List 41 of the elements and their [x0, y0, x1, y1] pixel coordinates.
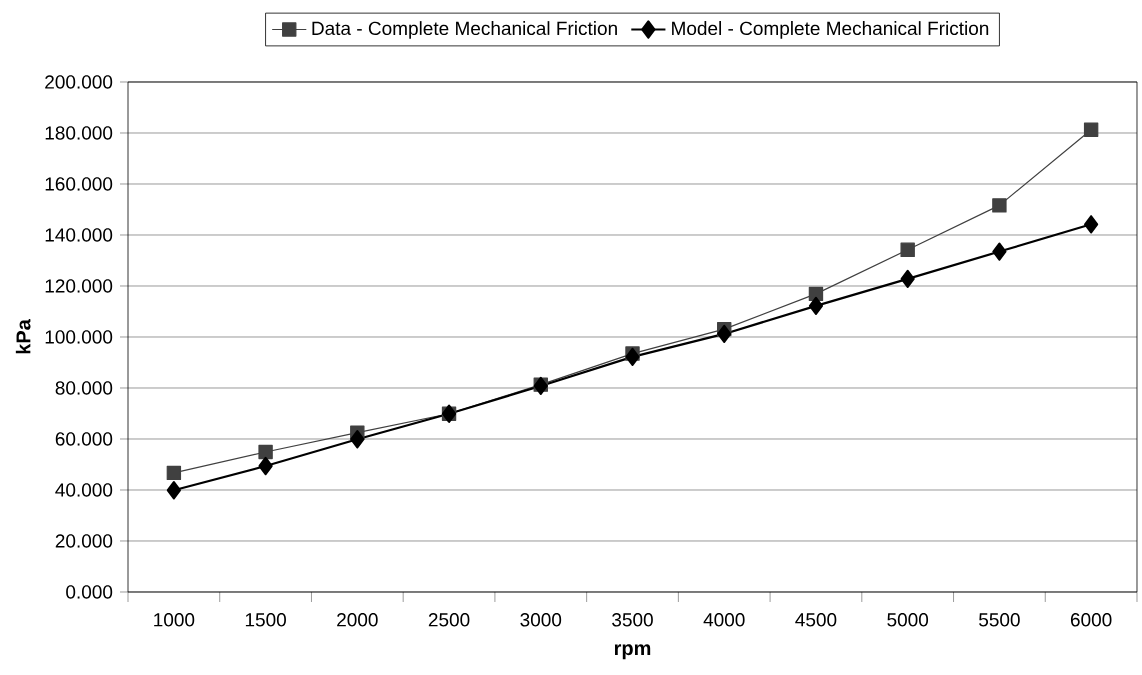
y-tick-label: 40.000 [55, 483, 113, 497]
x-tick-label: 6000 [1070, 613, 1112, 627]
x-tick-label: 4000 [703, 613, 745, 627]
point [625, 347, 640, 366]
x-tick-label: 5500 [979, 613, 1020, 627]
x-tick-label: 4500 [795, 613, 837, 627]
point [258, 456, 273, 476]
x-axis-title: rpm [614, 644, 651, 660]
y-tick-label: 80.000 [55, 381, 113, 395]
point [900, 242, 915, 257]
y-tick-label: 100.000 [45, 330, 113, 344]
point [1084, 215, 1099, 234]
y-tick-label: 60.000 [55, 432, 113, 446]
y-tick-label: 200.000 [45, 75, 113, 89]
point [166, 465, 182, 481]
point [900, 269, 915, 288]
point [533, 376, 548, 396]
point [350, 430, 365, 449]
x-tick-label: 3000 [520, 613, 562, 627]
point [258, 444, 273, 460]
point [717, 324, 732, 344]
legend-label: Model - Complete Mechanical Friction [672, 21, 989, 39]
x-tick-label: 2500 [428, 613, 470, 627]
y-tick-label: 180.000 [45, 126, 113, 140]
point [1083, 122, 1099, 137]
point [166, 481, 181, 500]
x-tick-label: 2000 [337, 613, 378, 627]
legend-label: Data - Complete Mechanical Friction [312, 21, 617, 39]
y-axis-title: kPa [15, 319, 31, 354]
x-tick-label: 3500 [612, 613, 653, 627]
y-tick-label: 20.000 [55, 534, 113, 548]
point [992, 198, 1007, 213]
x-tick-label: 1500 [245, 613, 286, 627]
y-tick-label: 120.000 [45, 279, 113, 293]
y-tick-label: 160.000 [45, 177, 113, 191]
point [808, 296, 824, 315]
point [992, 242, 1007, 261]
y-tick-label: 140.000 [45, 228, 113, 242]
x-tick-label: 5000 [887, 613, 929, 627]
y-tick-label: 0.000 [66, 585, 113, 599]
x-tick-label: 1000 [154, 613, 195, 627]
